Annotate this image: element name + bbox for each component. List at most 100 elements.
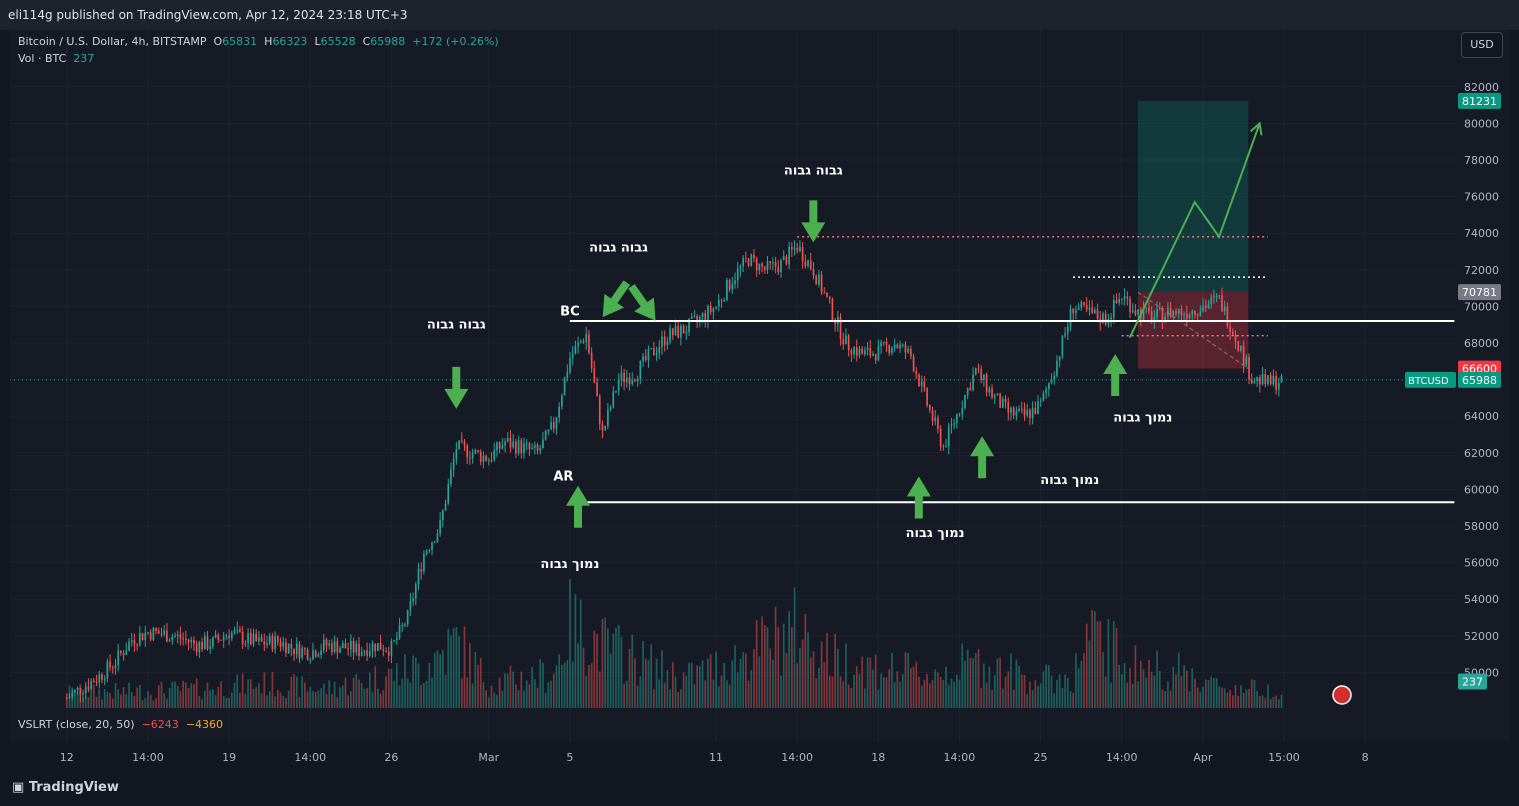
volume-bar: [1264, 698, 1267, 708]
volume-bar: [176, 686, 179, 708]
candle-body: [1142, 308, 1145, 320]
candle-body: [111, 667, 114, 669]
volume-bar: [350, 691, 352, 708]
volume-bar: [1045, 664, 1047, 708]
volume-bar: [1037, 685, 1039, 708]
price-label-bg: [1458, 673, 1487, 690]
volume-bar: [139, 684, 141, 708]
candle-body: [947, 426, 950, 447]
candle-body: [460, 440, 463, 442]
volume-bar: [644, 658, 647, 708]
volume-bar: [363, 688, 366, 708]
chart-pane[interactable]: [10, 30, 1509, 742]
candle-body: [487, 459, 490, 461]
candle-body: [298, 643, 301, 658]
price-tick-label: 80000: [1464, 117, 1499, 130]
candle-body: [964, 394, 966, 409]
candle-body: [90, 680, 92, 689]
currency-button[interactable]: USD: [1461, 32, 1503, 58]
candle-body: [755, 258, 758, 271]
candle-body: [133, 640, 136, 645]
volume-bar: [184, 682, 187, 708]
candle-body: [604, 426, 607, 431]
candle-body: [447, 484, 450, 504]
volume-bar: [891, 652, 893, 708]
volume-bar: [777, 627, 780, 708]
volume-bar: [693, 684, 696, 708]
volume-bar: [1180, 676, 1183, 708]
candle-body: [398, 625, 401, 639]
candle-body: [512, 441, 515, 448]
candle-body: [377, 643, 379, 651]
candle-body: [520, 440, 523, 454]
candle-body: [314, 650, 317, 657]
candle-body: [1048, 383, 1050, 390]
candle-body: [260, 637, 263, 642]
candle-body: [1229, 326, 1231, 333]
candle-body: [252, 633, 255, 645]
volume-bar: [847, 684, 850, 708]
volume-bar: [812, 651, 815, 708]
volume-bar: [1191, 668, 1194, 708]
candle-body: [325, 639, 328, 646]
volume-bar: [501, 690, 504, 708]
candle-body: [596, 382, 598, 397]
volume-bar: [147, 691, 149, 708]
candle-body: [866, 347, 869, 351]
candle-body: [801, 246, 804, 262]
candle-body: [782, 256, 785, 261]
volume-bar: [1083, 653, 1085, 708]
time-tick-label: 5: [566, 751, 573, 764]
candle-body: [339, 648, 341, 653]
candle-body: [98, 674, 101, 683]
volume-bar: [561, 664, 563, 708]
volume-bar: [1196, 687, 1199, 708]
volume-bar: [263, 672, 266, 708]
time-tick-label: 19: [222, 751, 236, 764]
candle-body: [1045, 389, 1047, 393]
candle-body: [1240, 346, 1242, 351]
volume-bar: [815, 678, 818, 708]
candle-body: [1196, 314, 1199, 317]
volume-bar: [758, 656, 761, 708]
candle-body: [674, 326, 677, 336]
candle-body: [406, 609, 409, 625]
volume-bar: [653, 689, 655, 708]
green-arrow-icon: [566, 485, 591, 528]
volume-bar: [1058, 674, 1061, 708]
volume-bar: [436, 650, 439, 708]
candle-body: [1280, 376, 1283, 383]
candle-body: [1204, 306, 1207, 309]
volume-bar: [460, 678, 463, 708]
candle-body: [818, 274, 820, 285]
candle-body: [309, 659, 312, 661]
candle-body: [972, 374, 974, 391]
candle-body: [122, 653, 125, 656]
volume-bar: [120, 694, 122, 708]
candle-body: [198, 642, 201, 653]
candle-body: [84, 686, 87, 694]
candle-body: [225, 635, 228, 637]
volume-bar: [850, 687, 853, 708]
volume-bar: [1177, 652, 1180, 708]
price-tick-label: 54000: [1464, 593, 1499, 606]
candle-body: [950, 424, 953, 427]
volume-bar: [704, 680, 707, 708]
price-label-bg: [1458, 371, 1501, 388]
candle-body: [671, 328, 674, 336]
volume-bar: [761, 616, 763, 708]
volume-bar: [677, 691, 680, 708]
volume-bar: [133, 695, 136, 708]
candle-body: [872, 354, 874, 356]
volume-bar: [1156, 650, 1158, 708]
candle-body: [184, 638, 187, 640]
volume-bar: [750, 670, 753, 708]
candle-body: [336, 641, 339, 653]
volume-bar: [1210, 676, 1213, 708]
candle-body: [101, 674, 103, 680]
volume-bar: [977, 648, 980, 708]
time-tick-label: 12: [60, 751, 74, 764]
candle-body: [420, 569, 423, 572]
